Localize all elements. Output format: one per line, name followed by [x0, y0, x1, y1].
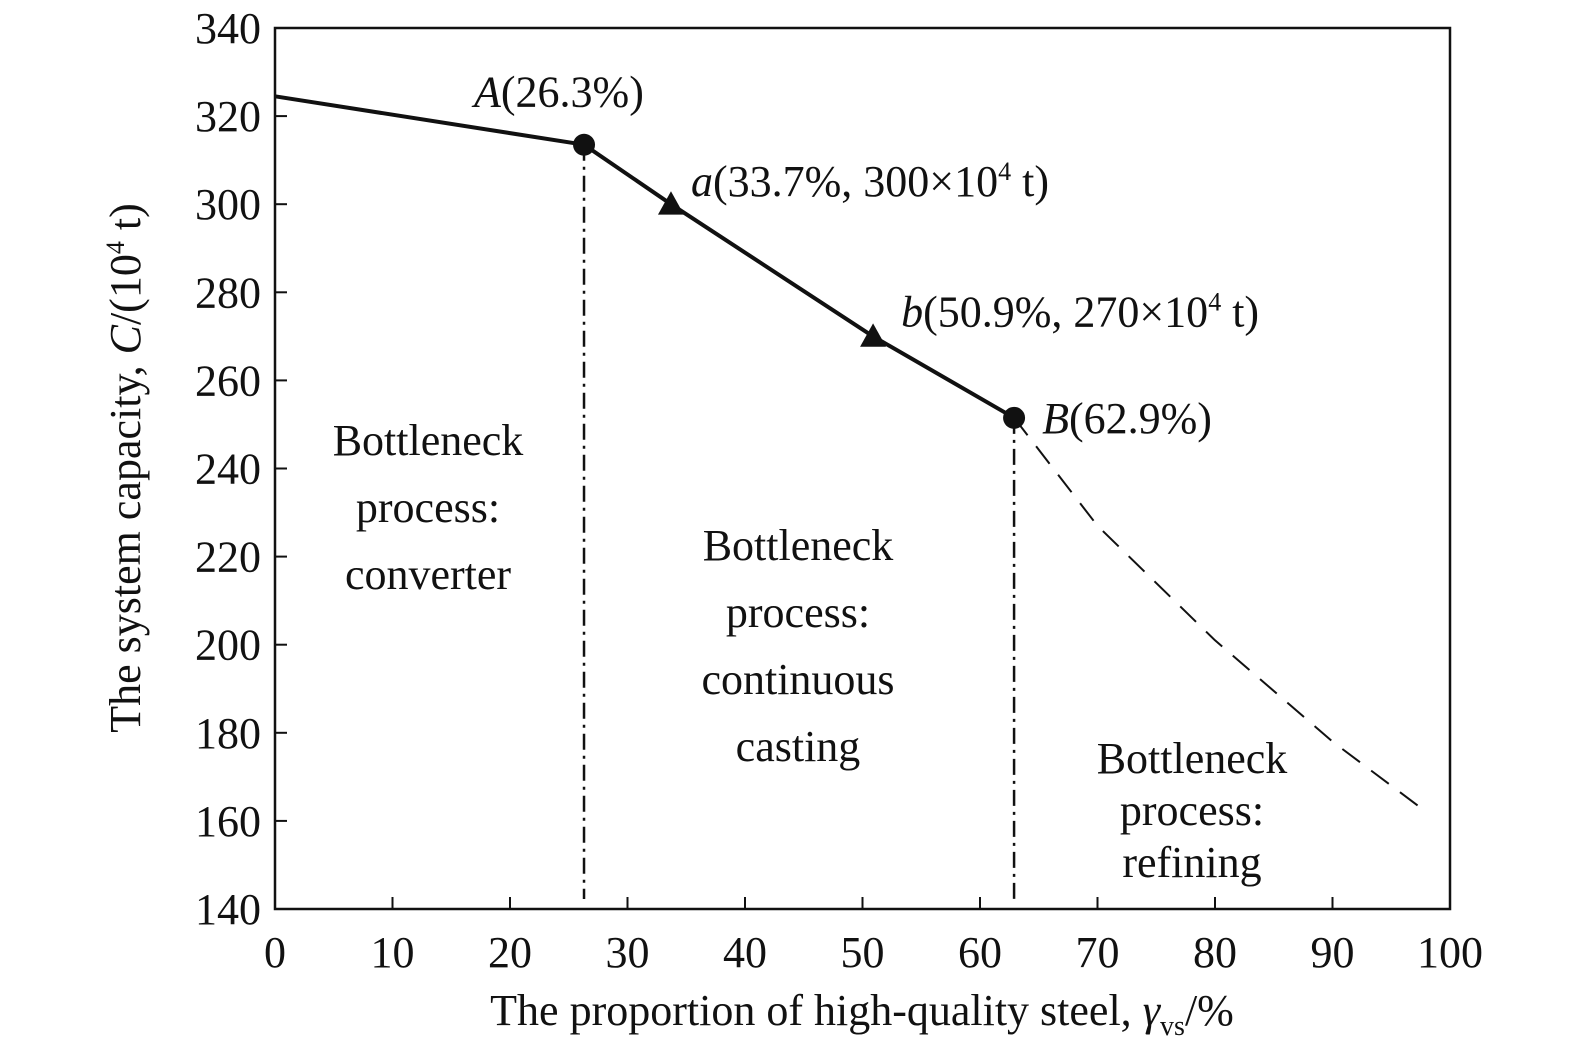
x-tick-label: 0	[264, 928, 286, 977]
region-3-label-line: Bottleneck	[1097, 734, 1288, 783]
capacity-line	[274, 94, 1016, 420]
x-tick-label: 20	[488, 928, 532, 977]
point-a-label: a(33.7%, 300×104 t)	[691, 157, 1049, 206]
axis-ticks: 0 10 20 30 40 50 60 70 80 90 100 140 160 180 200 220 240…	[195, 4, 1483, 977]
x-tick-label: 70	[1076, 928, 1120, 977]
y-tick-label: 320	[195, 92, 261, 141]
region-2-label-line: Bottleneck	[703, 521, 894, 570]
region-2-label-line: continuous	[701, 655, 894, 704]
region-1-label-line: converter	[345, 550, 511, 599]
point-B-label: B(62.9%)	[1042, 394, 1212, 443]
region-2-label-line: casting	[736, 722, 861, 771]
point-B-marker	[1003, 406, 1026, 429]
y-tick-label: 180	[195, 709, 261, 758]
x-tick-label: 60	[958, 928, 1002, 977]
y-tick-label: 280	[195, 268, 261, 317]
region-3-label-line: process:	[1120, 786, 1264, 835]
x-tick-label: 90	[1311, 928, 1355, 977]
y-tick-label: 220	[195, 533, 261, 582]
x-tick-label: 80	[1193, 928, 1237, 977]
region-labels: Bottleneckprocess:converterBottleneckpro…	[333, 416, 1288, 887]
point-A-marker	[573, 133, 596, 156]
point-markers	[573, 133, 1026, 429]
x-tick-label: 100	[1417, 928, 1483, 977]
y-tick-label: 200	[195, 621, 261, 670]
y-tick-label: 300	[195, 180, 261, 229]
point-b-label: b(50.9%, 270×104 t)	[901, 287, 1259, 336]
x-tick-label: 30	[606, 928, 650, 977]
point-a-marker	[657, 191, 684, 215]
region-1-label-line: Bottleneck	[333, 416, 524, 465]
y-tick-label: 340	[195, 4, 261, 53]
y-tick-label: 240	[195, 445, 261, 494]
y-tick-label: 260	[195, 356, 261, 405]
x-tick-label: 50	[841, 928, 885, 977]
point-A-label: A(26.3%)	[471, 68, 644, 117]
point-b-marker	[860, 323, 887, 347]
boundary-lines	[582, 144, 1016, 899]
y-axis-title: The system capacity, C/(104 t)	[101, 203, 150, 732]
point-annotations: A(26.3%) a(33.7%, 300×104 t) b(50.9%, 270×…	[471, 68, 1259, 443]
y-tick-label: 140	[195, 885, 261, 934]
region-3-label-line: refining	[1122, 838, 1261, 887]
projected-capacity-line	[1013, 417, 1422, 809]
x-tick-label: 10	[371, 928, 415, 977]
region-1-label-line: process:	[356, 483, 500, 532]
y-tick-label: 160	[195, 797, 261, 846]
region-2-label-line: process:	[726, 588, 870, 637]
x-tick-label: 40	[723, 928, 767, 977]
x-axis-title: The proportion of high-quality steel, γv…	[490, 986, 1234, 1042]
